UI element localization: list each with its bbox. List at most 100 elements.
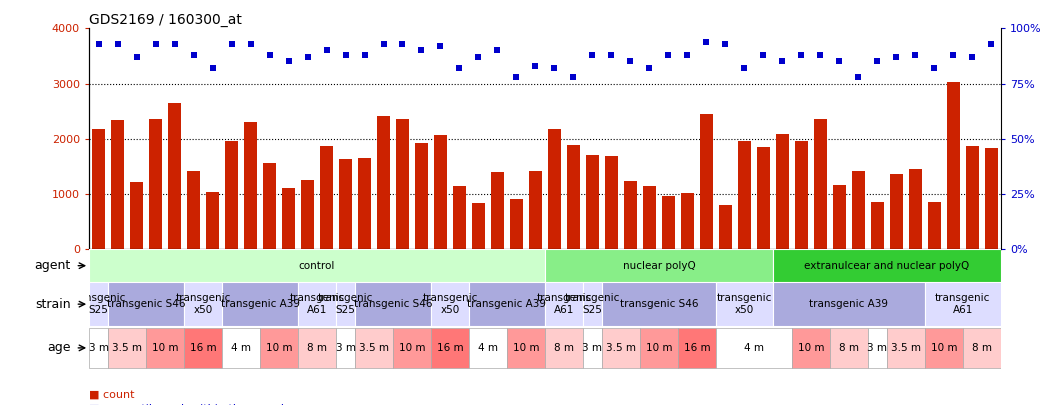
- Point: [319, 47, 335, 53]
- Bar: [298, 328, 336, 368]
- Bar: [716, 282, 772, 326]
- Point: [736, 65, 752, 71]
- Text: 3.5 m: 3.5 m: [359, 343, 389, 353]
- Point: [945, 51, 962, 58]
- Bar: [89, 328, 108, 368]
- Text: 10 m: 10 m: [398, 343, 425, 353]
- Text: 8 m: 8 m: [971, 343, 991, 353]
- Text: transgenic
A61: transgenic A61: [935, 293, 990, 315]
- Point: [147, 40, 163, 47]
- Text: transgenic A39: transgenic A39: [467, 299, 546, 309]
- Bar: [184, 282, 222, 326]
- Text: age: age: [47, 341, 71, 354]
- Bar: [320, 146, 333, 249]
- Text: ■ count: ■ count: [89, 390, 134, 400]
- Point: [660, 51, 677, 58]
- Point: [603, 51, 619, 58]
- Point: [489, 47, 506, 53]
- Bar: [548, 129, 561, 249]
- Point: [413, 47, 430, 53]
- Point: [261, 51, 278, 58]
- Point: [584, 51, 601, 58]
- Bar: [282, 188, 296, 249]
- Text: 10 m: 10 m: [646, 343, 672, 353]
- Bar: [108, 328, 146, 368]
- Bar: [336, 328, 355, 368]
- Text: 3.5 m: 3.5 m: [112, 343, 143, 353]
- Bar: [871, 202, 885, 249]
- Bar: [567, 145, 581, 249]
- Bar: [301, 179, 314, 249]
- Point: [774, 58, 791, 65]
- Point: [964, 54, 981, 60]
- Bar: [813, 119, 827, 249]
- Bar: [507, 328, 545, 368]
- Bar: [355, 282, 431, 326]
- Text: transgenic A39: transgenic A39: [809, 299, 889, 309]
- Text: transgenic S46: transgenic S46: [354, 299, 432, 309]
- Bar: [830, 328, 868, 368]
- Bar: [263, 163, 277, 249]
- Bar: [89, 249, 545, 282]
- Bar: [738, 141, 751, 249]
- Text: 4 m: 4 m: [744, 343, 764, 353]
- Point: [717, 40, 734, 47]
- Bar: [377, 115, 390, 249]
- Point: [128, 54, 145, 60]
- Bar: [545, 249, 772, 282]
- Point: [546, 65, 563, 71]
- Bar: [470, 282, 545, 326]
- Point: [907, 51, 923, 58]
- Text: transgenic
x50: transgenic x50: [717, 293, 772, 315]
- Bar: [205, 192, 219, 249]
- Bar: [776, 134, 789, 249]
- Text: GDS2169 / 160300_at: GDS2169 / 160300_at: [89, 13, 242, 27]
- Bar: [472, 203, 485, 249]
- Bar: [470, 328, 507, 368]
- Bar: [772, 249, 1001, 282]
- Text: 3 m: 3 m: [335, 343, 355, 353]
- Bar: [924, 282, 1001, 326]
- Bar: [339, 159, 352, 249]
- Text: transgenic S46: transgenic S46: [619, 299, 698, 309]
- Bar: [927, 202, 941, 249]
- Point: [812, 51, 829, 58]
- Bar: [909, 169, 922, 249]
- Bar: [431, 282, 470, 326]
- Bar: [890, 174, 903, 249]
- Text: 10 m: 10 m: [931, 343, 957, 353]
- Bar: [965, 146, 979, 249]
- Point: [394, 40, 411, 47]
- Point: [926, 65, 943, 71]
- Bar: [772, 282, 924, 326]
- Bar: [583, 282, 602, 326]
- Bar: [924, 328, 963, 368]
- Bar: [431, 328, 470, 368]
- Bar: [963, 328, 1001, 368]
- Text: 3.5 m: 3.5 m: [606, 343, 636, 353]
- Text: 3 m: 3 m: [89, 343, 109, 353]
- Bar: [624, 181, 637, 249]
- Bar: [130, 182, 144, 249]
- Point: [185, 51, 202, 58]
- Text: nuclear polyQ: nuclear polyQ: [623, 261, 695, 271]
- Bar: [794, 141, 808, 249]
- Bar: [260, 328, 298, 368]
- Bar: [168, 103, 181, 249]
- Bar: [393, 328, 431, 368]
- Point: [337, 51, 354, 58]
- Bar: [545, 282, 583, 326]
- Point: [356, 51, 373, 58]
- Bar: [602, 328, 640, 368]
- Text: 8 m: 8 m: [307, 343, 327, 353]
- Bar: [509, 199, 523, 249]
- Bar: [985, 148, 998, 249]
- Text: strain: strain: [36, 298, 71, 311]
- Point: [888, 54, 904, 60]
- Text: 8 m: 8 m: [838, 343, 859, 353]
- Bar: [187, 171, 200, 249]
- Bar: [336, 282, 355, 326]
- Text: transgenic
A61: transgenic A61: [537, 293, 592, 315]
- Point: [527, 63, 544, 69]
- Bar: [757, 147, 770, 249]
